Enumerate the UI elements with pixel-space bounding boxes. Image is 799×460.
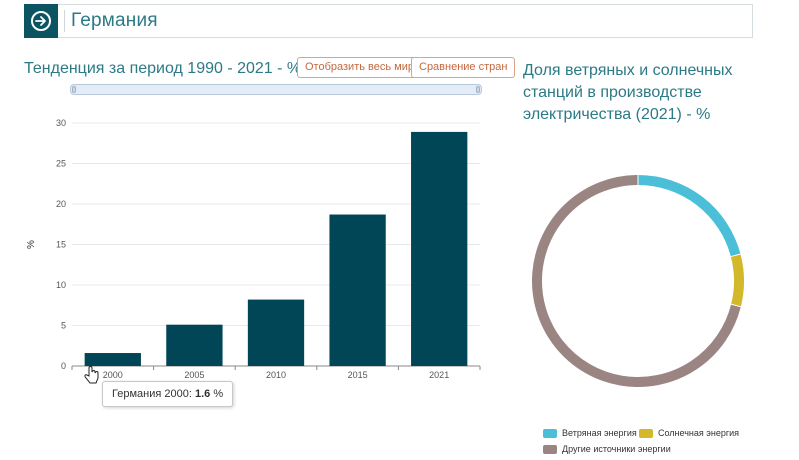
slice-separator: [729, 253, 742, 258]
x-tick-label: 2005: [184, 370, 204, 380]
donut-slice-0[interactable]: [637, 175, 741, 257]
bar-tooltip: Германия 2000: 1.6 %: [102, 381, 234, 407]
arrow-right-icon: [31, 10, 51, 31]
navigate-button[interactable]: [24, 3, 58, 38]
y-tick-label: 25: [56, 159, 66, 169]
x-tick-label: 2000: [103, 370, 123, 380]
tooltip-value: 1.6: [194, 388, 211, 400]
legend-item-solar[interactable]: Солнечная энергия: [639, 428, 739, 438]
y-tick-label: 10: [56, 280, 66, 290]
range-handle-right[interactable]: [476, 86, 480, 93]
legend-label-solar: Солнечная энергия: [658, 428, 740, 438]
show-world-button[interactable]: Отобразить весь мир: [297, 57, 422, 78]
bar-2021[interactable]: [411, 131, 468, 366]
country-header: Германия: [24, 3, 753, 38]
donut-slice-2[interactable]: [532, 175, 741, 387]
x-tick-label: 2021: [429, 370, 449, 380]
tooltip-unit: %: [213, 388, 224, 400]
y-tick-label: 20: [56, 199, 66, 209]
x-tick-label: 2015: [348, 370, 368, 380]
legend-swatch-other: [543, 444, 557, 454]
country-title: Германия: [71, 10, 158, 31]
bar-2010[interactable]: [247, 299, 305, 366]
compare-countries-button[interactable]: Сравнение стран: [411, 57, 516, 78]
x-tick-label: 2010: [266, 370, 286, 380]
y-tick-label: 5: [61, 321, 66, 331]
trend-chart-title: Тенденция за период 1990 - 2021 - %: [24, 60, 302, 77]
y-tick-label: 30: [56, 118, 66, 128]
legend-swatch-solar: [639, 428, 653, 438]
bar-2015[interactable]: [329, 214, 386, 366]
y-tick-label: 15: [56, 240, 66, 250]
legend-item-other[interactable]: Другие источники энергии: [543, 444, 671, 454]
share-chart-title: Доля ветряных и солнечных станций в прои…: [523, 62, 733, 123]
tooltip-label: Германия 2000:: [112, 388, 192, 400]
slice-separator: [730, 303, 742, 308]
legend-swatch-wind: [543, 428, 557, 438]
range-handle-left[interactable]: [72, 86, 76, 93]
legend-label-other: Другие источники энергии: [562, 444, 671, 454]
bar-2005[interactable]: [166, 324, 223, 366]
donut-slice-1[interactable]: [730, 253, 744, 307]
y-tick-label: 0: [61, 361, 66, 371]
bar-2000[interactable]: [84, 353, 141, 366]
y-axis-label: %: [26, 240, 37, 249]
range-slider[interactable]: [70, 84, 482, 95]
legend-item-wind[interactable]: Ветряная энергия: [543, 428, 637, 438]
header-divider: [64, 10, 65, 32]
legend-label-wind: Ветряная энергия: [562, 428, 637, 438]
